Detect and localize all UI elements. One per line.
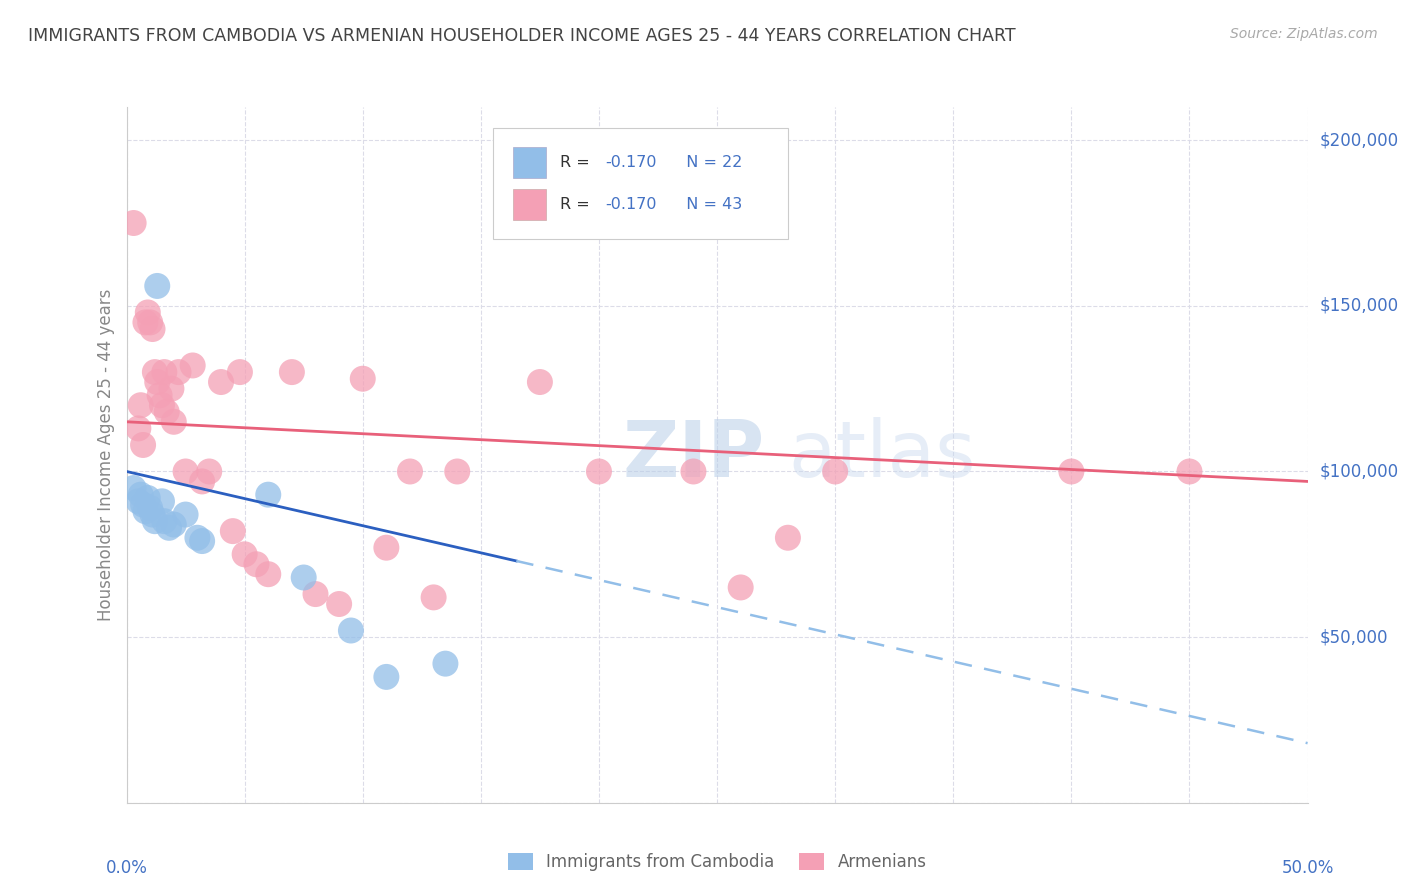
Text: R =: R = [560,155,595,170]
FancyBboxPatch shape [492,128,787,239]
Point [233,547,256,561]
Text: $50,000: $50,000 [1319,628,1388,646]
Point [134,315,156,329]
Point [245,558,267,572]
Point [529,375,551,389]
Point [141,322,163,336]
Point [174,508,197,522]
Point [209,375,232,389]
Point [127,494,149,508]
Point [141,508,163,522]
Point [588,465,610,479]
Legend: Immigrants from Cambodia, Armenians: Immigrants from Cambodia, Armenians [501,847,934,878]
Point [446,465,468,479]
Point [730,581,752,595]
Point [136,491,159,505]
Point [1178,465,1201,479]
Text: N = 43: N = 43 [676,197,742,212]
Point [167,365,190,379]
Text: 50.0%: 50.0% [1281,859,1334,877]
Point [122,481,145,495]
Point [181,359,204,373]
Text: -0.170: -0.170 [605,155,657,170]
Point [198,465,221,479]
Point [132,498,155,512]
Point [1060,465,1083,479]
Point [153,365,176,379]
Point [136,305,159,319]
Point [328,597,350,611]
Point [143,365,166,379]
Point [139,315,162,329]
Bar [513,147,546,178]
Point [129,398,152,412]
Point [352,372,374,386]
Point [150,494,173,508]
Point [191,534,214,549]
Point [186,531,208,545]
Text: IMMIGRANTS FROM CAMBODIA VS ARMENIAN HOUSEHOLDER INCOME AGES 25 - 44 YEARS CORRE: IMMIGRANTS FROM CAMBODIA VS ARMENIAN HOU… [28,27,1015,45]
Bar [513,189,546,220]
Point [222,524,245,538]
Point [434,657,457,671]
Point [257,488,280,502]
Point [257,567,280,582]
Point [134,504,156,518]
Text: 0.0%: 0.0% [105,859,148,877]
Point [163,517,186,532]
Text: Source: ZipAtlas.com: Source: ZipAtlas.com [1230,27,1378,41]
Point [150,398,173,412]
Point [156,405,179,419]
Text: atlas: atlas [787,417,976,493]
Point [229,365,252,379]
Point [160,382,183,396]
Text: $100,000: $100,000 [1319,462,1399,481]
Text: $150,000: $150,000 [1319,297,1399,315]
Point [399,465,422,479]
Point [281,365,304,379]
Point [153,514,176,528]
Point [129,488,152,502]
Point [776,531,799,545]
Point [149,388,172,402]
Point [191,475,214,489]
Point [422,591,444,605]
Text: ZIP: ZIP [623,417,765,493]
Point [375,541,398,555]
Point [146,279,169,293]
Point [157,521,180,535]
Point [132,438,155,452]
Text: R =: R = [560,197,595,212]
Point [146,375,169,389]
Point [163,415,186,429]
Text: N = 22: N = 22 [676,155,742,170]
Point [174,465,197,479]
Point [139,500,162,515]
Point [292,570,315,584]
Y-axis label: Householder Income Ages 25 - 44 years: Householder Income Ages 25 - 44 years [97,289,115,621]
Text: $200,000: $200,000 [1319,131,1399,149]
Point [304,587,326,601]
Point [143,514,166,528]
Point [340,624,363,638]
Point [122,216,145,230]
Point [375,670,398,684]
Point [682,465,704,479]
Point [824,465,846,479]
Point [127,421,149,435]
Text: -0.170: -0.170 [605,197,657,212]
